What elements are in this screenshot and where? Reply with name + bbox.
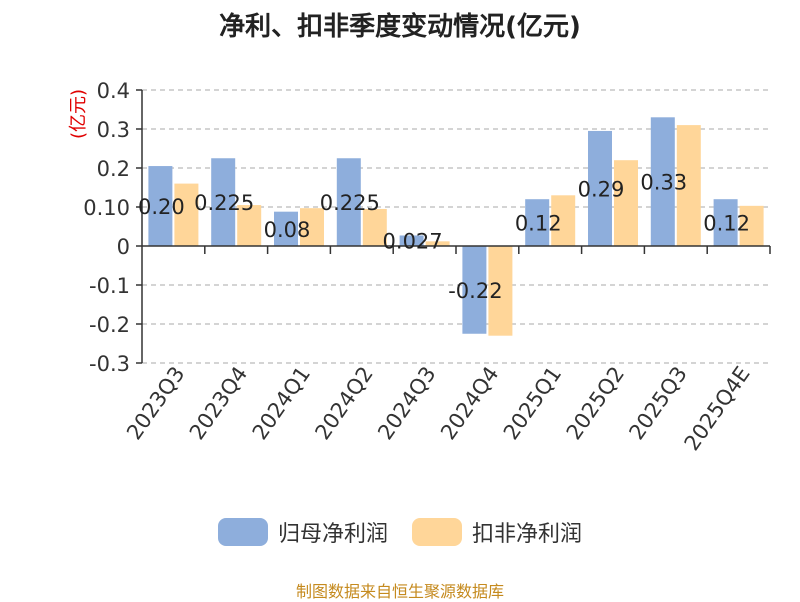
bar-series1 [211,158,236,246]
bar-series2 [425,241,450,246]
data-label-series1: 0.33 [640,171,687,195]
bar-series1 [336,158,361,246]
legend-item-series1[interactable]: 归母净利润 [217,516,388,548]
y-tick-label: 0.10 [83,196,130,220]
data-label-series1: 0.225 [320,191,380,215]
legend: 归母净利润 扣非净利润 [0,516,800,548]
bar-series1 [274,211,298,246]
y-tick-label: 0.3 [97,118,130,142]
x-tick-label: 2024Q3 [373,362,440,444]
bar-series2 [488,246,513,336]
bar-series1 [462,246,487,334]
legend-label-series2: 扣非净利润 [472,522,583,547]
data-label-series1: -0.22 [448,279,502,303]
x-tick-label: 2024Q2 [310,362,377,444]
bar-series1 [399,235,424,246]
data-label-series1: 0.08 [264,218,311,242]
data-label-series1: 0.20 [138,195,185,219]
source-note: 制图数据来自恒生聚源数据库 [295,582,504,601]
bar-series2 [739,205,764,246]
bar-series1 [713,199,738,246]
y-tick-label: 0.2 [97,157,130,181]
bar-series2 [174,183,199,246]
bar-series2 [300,208,324,246]
x-tick-label: 2024Q1 [248,362,315,444]
x-tick-label: 2024Q4 [436,362,503,444]
y-axis-unit-label: (亿元) [68,89,89,139]
y-tick-label: -0.2 [89,313,130,337]
x-tick-label: 2023Q3 [122,362,189,444]
bar-series1 [148,166,173,246]
bar-series2 [237,205,262,246]
x-tick-label: 2025Q2 [562,362,629,444]
bar-series1 [650,117,675,246]
legend-item-series2[interactable]: 扣非净利润 [412,516,582,548]
data-label-series1: 0.29 [578,177,625,201]
legend-label-series1: 归母净利润 [277,522,388,547]
bar-series1 [525,199,550,246]
chart-title: 净利、扣非季度变动情况(亿元) [219,12,581,42]
x-tick-label: 2023Q4 [185,362,252,444]
data-label-series1: 0.12 [703,212,750,236]
bar-series2 [362,208,387,246]
y-tick-label: -0.1 [89,274,130,298]
y-tick-label: 0.4 [97,79,130,103]
data-label-series1: 0.027 [383,230,443,254]
y-tick-label: 0 [117,235,130,259]
data-label-series1: 0.12 [515,212,562,236]
bar-series2 [676,125,701,246]
bar-series2 [551,195,576,246]
x-tick-label: 2025Q3 [624,362,691,444]
legend-swatch-series2 [412,518,462,546]
x-tick-label: 2025Q1 [499,362,566,444]
legend-swatch-series1 [217,518,268,546]
bar-series2 [614,160,638,246]
data-label-series1: 0.225 [194,191,254,215]
bar-series1 [588,130,612,246]
y-tick-label: -0.3 [89,352,130,376]
